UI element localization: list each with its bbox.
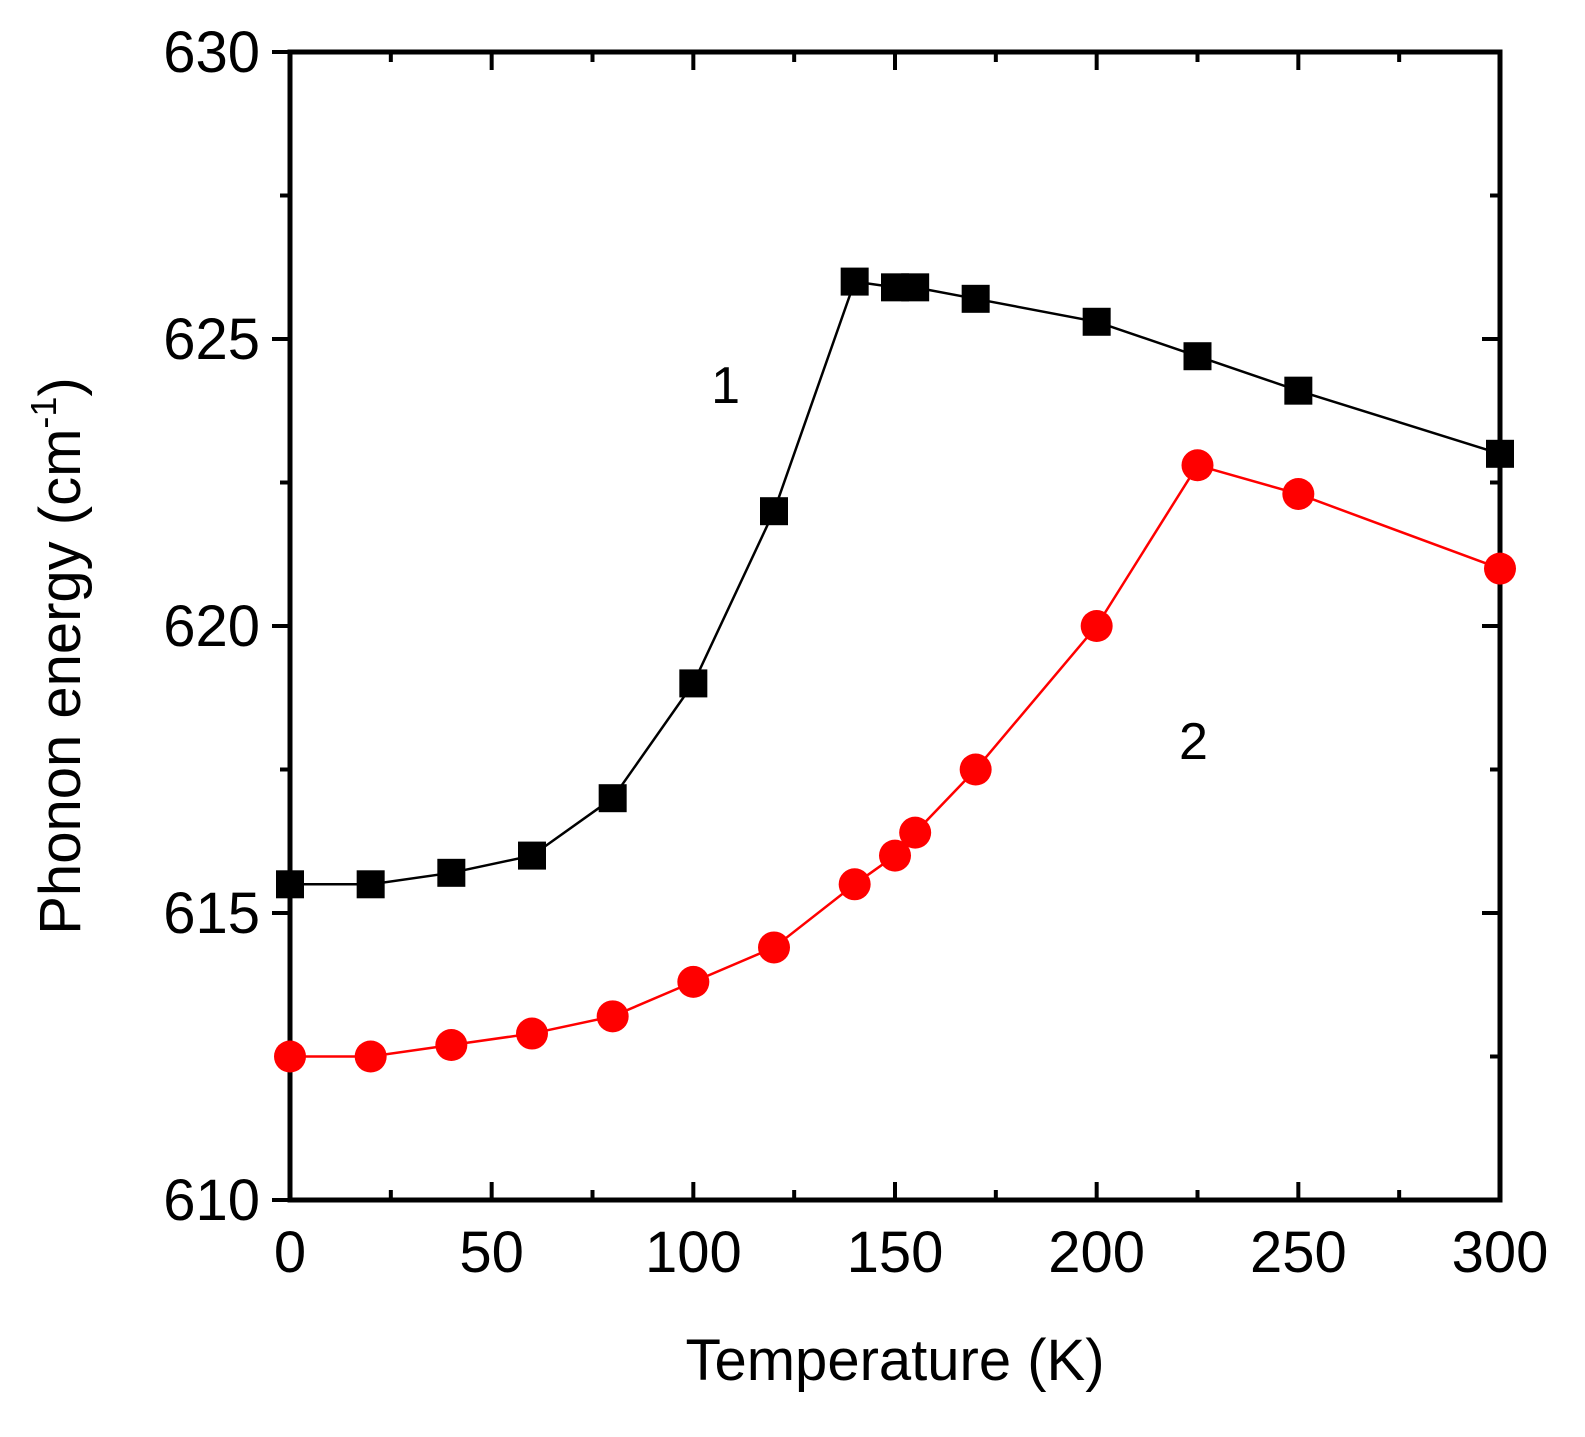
data-point [276, 870, 304, 899]
data-point [356, 870, 385, 899]
data-point [598, 784, 627, 813]
y-axis-ticks: 610 615 620 625 630 [163, 20, 1500, 1233]
x-tick-label: 250 [1250, 1220, 1347, 1285]
x-tick-label: 50 [459, 1220, 524, 1285]
data-point [879, 839, 911, 872]
data-point [518, 841, 546, 870]
data-point [596, 1000, 629, 1033]
y-axis-title-main: Phonon energy (cm [28, 429, 93, 935]
annotation-layer: 12 [711, 357, 1208, 771]
data-point [838, 868, 871, 901]
x-tick-label: 200 [1048, 1220, 1145, 1285]
plot-frame [287, 49, 1503, 1203]
data-point [959, 753, 992, 786]
data-point [1484, 552, 1516, 585]
y-axis-title: Phonon energy (cm-1) [23, 377, 93, 935]
series-line-2 [290, 463, 1501, 1058]
series-annotation: 1 [711, 357, 740, 415]
y-axis-title-close: ) [28, 377, 93, 396]
data-point [1486, 439, 1514, 468]
y-tick-label: 610 [163, 1168, 260, 1233]
y-tick-label: 630 [163, 20, 260, 85]
y-tick-label: 615 [163, 881, 260, 946]
data-point [1080, 610, 1113, 642]
series-2 [274, 449, 1516, 1073]
data-point [1282, 477, 1315, 510]
series-annotation: 2 [1179, 713, 1208, 771]
data-point [679, 669, 708, 698]
x-tick-label: 300 [1452, 1220, 1549, 1285]
y-tick-label: 625 [163, 307, 260, 372]
plot-border [287, 49, 1503, 1203]
x-tick-label: 100 [645, 1220, 742, 1285]
data-point [274, 1040, 306, 1073]
data-point [840, 267, 869, 296]
series-1 [276, 267, 1514, 899]
data-point [1181, 449, 1214, 482]
series-line-1 [290, 280, 1501, 886]
data-point [677, 965, 710, 998]
x-axis-title: Temperature (K) [685, 1328, 1104, 1393]
data-point [1183, 342, 1212, 371]
data-point [961, 284, 990, 313]
x-tick-label: 150 [847, 1220, 944, 1285]
data-point [1082, 307, 1111, 336]
data-point [760, 497, 788, 526]
data-point [516, 1017, 548, 1050]
data-point [354, 1040, 387, 1073]
data-point [437, 858, 466, 887]
data-point [435, 1029, 468, 1062]
x-axis-ticks: 0 50 100 150 200 250 300 [274, 52, 1549, 1285]
data-point [758, 931, 790, 964]
series-layer [274, 267, 1516, 1073]
data-point [899, 816, 932, 849]
data-point [1284, 376, 1313, 405]
x-tick-label: 0 [274, 1220, 306, 1285]
data-point [901, 273, 930, 302]
y-tick-label: 620 [163, 594, 260, 659]
y-axis-title-superscript: -1 [23, 397, 64, 429]
